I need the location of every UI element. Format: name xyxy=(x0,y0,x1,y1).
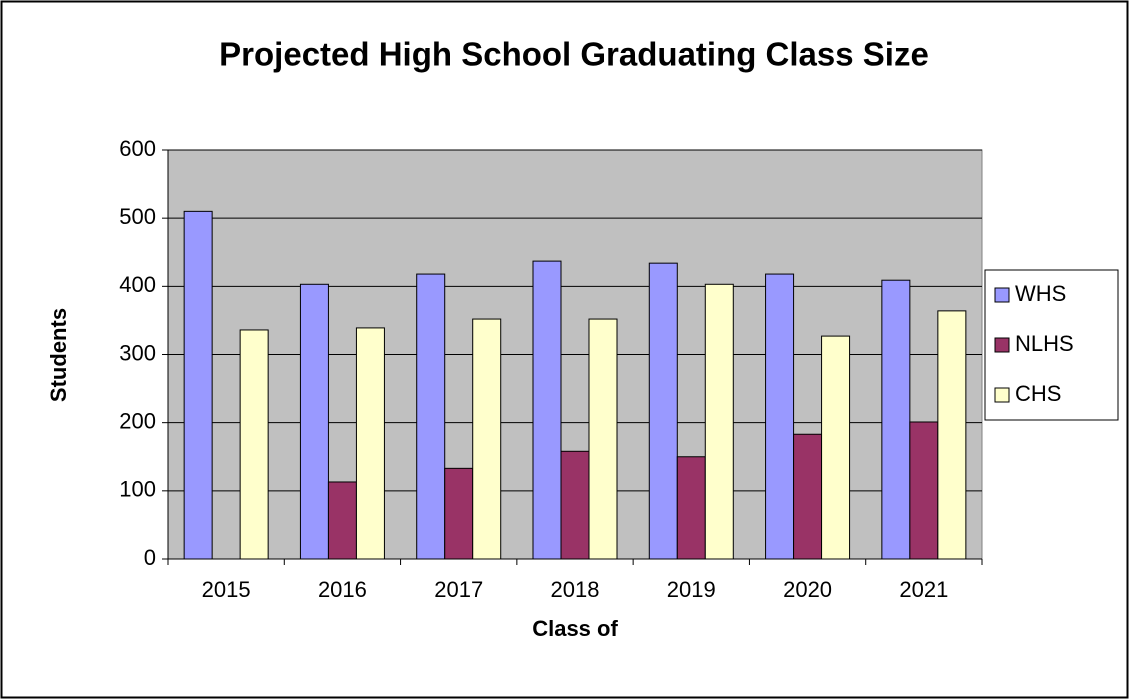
x-tick-label: 2020 xyxy=(783,577,832,602)
bar xyxy=(676,456,706,560)
x-tick-label: 2019 xyxy=(667,577,716,602)
bar xyxy=(472,318,502,560)
bar xyxy=(444,467,474,560)
bar xyxy=(793,433,823,560)
y-tick-label: 100 xyxy=(119,477,156,502)
bar xyxy=(821,335,851,560)
x-tick-label: 2021 xyxy=(899,577,948,602)
bar xyxy=(239,329,269,560)
y-tick-label: 400 xyxy=(119,272,156,297)
y-tick-label: 600 xyxy=(119,136,156,161)
legend-label: CHS xyxy=(1015,381,1061,406)
legend-label: WHS xyxy=(1015,281,1066,306)
x-tick-label: 2015 xyxy=(202,577,251,602)
y-tick-label: 500 xyxy=(119,204,156,229)
legend-swatch xyxy=(994,287,1010,303)
bar xyxy=(560,450,590,560)
y-tick-label: 200 xyxy=(119,408,156,433)
bar xyxy=(588,318,618,560)
bar xyxy=(937,310,967,560)
chart-title: Projected High School Graduating Class S… xyxy=(219,36,929,73)
bar xyxy=(183,210,213,560)
x-tick-label: 2018 xyxy=(551,577,600,602)
bar xyxy=(416,273,446,560)
x-tick-label: 2016 xyxy=(318,577,367,602)
y-tick-label: 0 xyxy=(144,545,156,570)
legend-swatch xyxy=(994,387,1010,403)
bar xyxy=(327,481,357,560)
bar xyxy=(648,262,678,560)
bar xyxy=(704,283,734,560)
bar xyxy=(881,279,911,560)
legend-swatch xyxy=(994,337,1010,353)
y-tick-label: 300 xyxy=(119,340,156,365)
x-axis-label: Class of xyxy=(532,616,618,641)
bar xyxy=(355,327,385,560)
bar xyxy=(909,421,939,560)
bar xyxy=(299,283,329,560)
bar xyxy=(765,273,795,560)
bar xyxy=(532,260,562,560)
legend-label: NLHS xyxy=(1015,331,1074,356)
x-tick-label: 2017 xyxy=(434,577,483,602)
y-axis-label: Students xyxy=(46,308,71,402)
